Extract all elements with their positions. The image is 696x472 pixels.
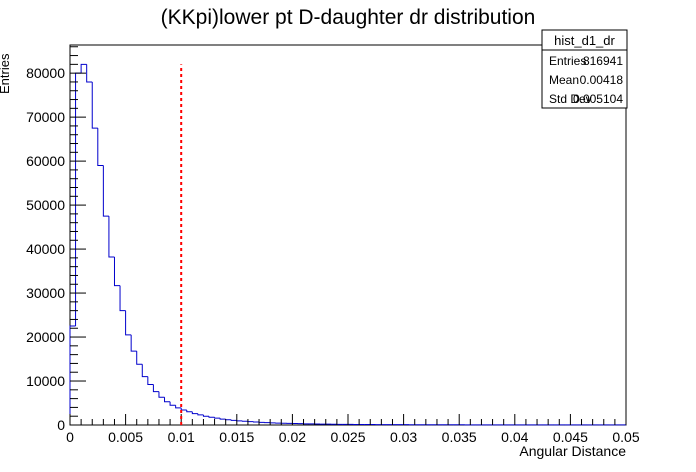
histogram-bin	[136, 351, 143, 365]
histogram-bin	[69, 325, 76, 425]
histogram-bin	[186, 410, 193, 413]
x-tick-label: 0.04	[501, 429, 528, 445]
histogram-bin	[158, 391, 165, 398]
histogram-bin	[230, 419, 237, 421]
stats-key: Entries	[549, 54, 586, 68]
x-tick-label: 0.035	[442, 429, 477, 445]
histogram-bin	[152, 384, 159, 393]
y-tick-label: 60000	[26, 153, 65, 169]
histogram-bin	[97, 128, 104, 167]
x-tick-label: 0.025	[330, 429, 365, 445]
x-tick-label: 0.01	[168, 429, 195, 445]
x-tick-label: 0	[66, 429, 74, 445]
x-tick-label: 0.015	[219, 429, 254, 445]
histogram-bin	[86, 64, 93, 83]
y-tick-label: 0	[57, 417, 65, 433]
stats-box	[541, 29, 628, 109]
histogram-bin	[108, 216, 115, 258]
x-axis-label: Angular Distance	[519, 443, 626, 459]
x-tick-label: 0.05	[612, 429, 639, 445]
histogram-bin	[191, 411, 198, 415]
y-tick-label: 10000	[26, 373, 65, 389]
chart-title: (KKpi)lower pt D-daughter dr distributio…	[161, 6, 536, 29]
histogram-bin	[219, 418, 226, 420]
histogram-bin	[130, 334, 137, 352]
histogram-bin	[91, 81, 98, 129]
x-tick-label: 0.005	[108, 429, 143, 445]
histogram-bin	[80, 63, 87, 74]
histogram-bin	[141, 364, 148, 378]
y-tick-label: 40000	[26, 241, 65, 257]
histogram-bin	[113, 256, 121, 287]
histogram-bin	[125, 310, 132, 336]
x-tick-label: 0.02	[279, 429, 306, 445]
histogram-bin	[197, 413, 204, 416]
stats-value: 816941	[583, 54, 623, 68]
y-tick-label: 50000	[26, 197, 65, 213]
x-tick-label: 0.03	[390, 429, 417, 445]
x-tick-label: 0.045	[553, 429, 588, 445]
y-tick-label: 80000	[26, 65, 65, 81]
histogram-bin	[169, 401, 176, 406]
stats-key: Std Dev	[549, 92, 592, 106]
histogram-bin	[202, 414, 209, 417]
stats-value: 0.00418	[580, 73, 624, 87]
histogram-bin	[119, 285, 126, 312]
histogram-bin	[102, 165, 109, 217]
y-tick-label: 30000	[26, 285, 65, 301]
histogram-bin	[214, 417, 221, 419]
y-tick-label: 20000	[26, 329, 65, 345]
histogram-bin	[208, 416, 215, 418]
y-axis-label: Entries	[0, 53, 12, 94]
stats-value: 0.005104	[573, 92, 623, 106]
y-tick-label: 70000	[26, 109, 65, 125]
histogram-bin	[147, 376, 154, 386]
histogram-bin	[164, 397, 171, 403]
histogram-bin	[175, 405, 182, 409]
stats-title: hist_d1_dr	[554, 33, 615, 48]
stats-key: Mean	[549, 73, 579, 87]
